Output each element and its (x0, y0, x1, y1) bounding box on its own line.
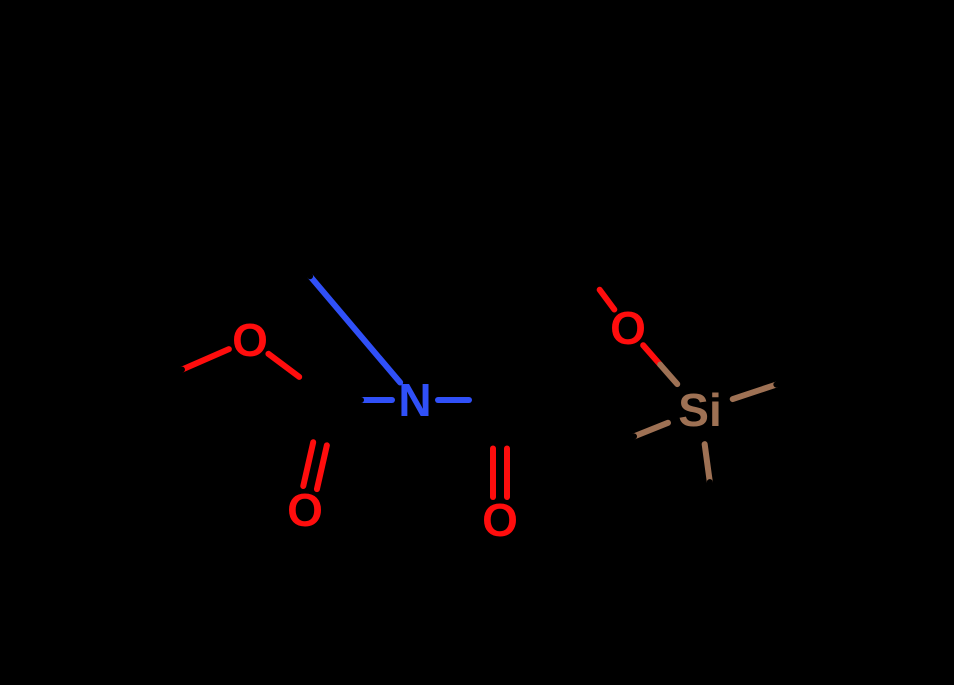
atom-label-O7: O (610, 302, 646, 354)
atom-label-O16: O (482, 494, 518, 546)
atom-label-O20: O (287, 484, 323, 536)
atom-label-Si8: Si (678, 384, 721, 436)
atom-label-O21: O (232, 314, 268, 366)
atom-label-N18: N (398, 374, 431, 426)
molecule-diagram: O Si O N O O (0, 0, 954, 685)
